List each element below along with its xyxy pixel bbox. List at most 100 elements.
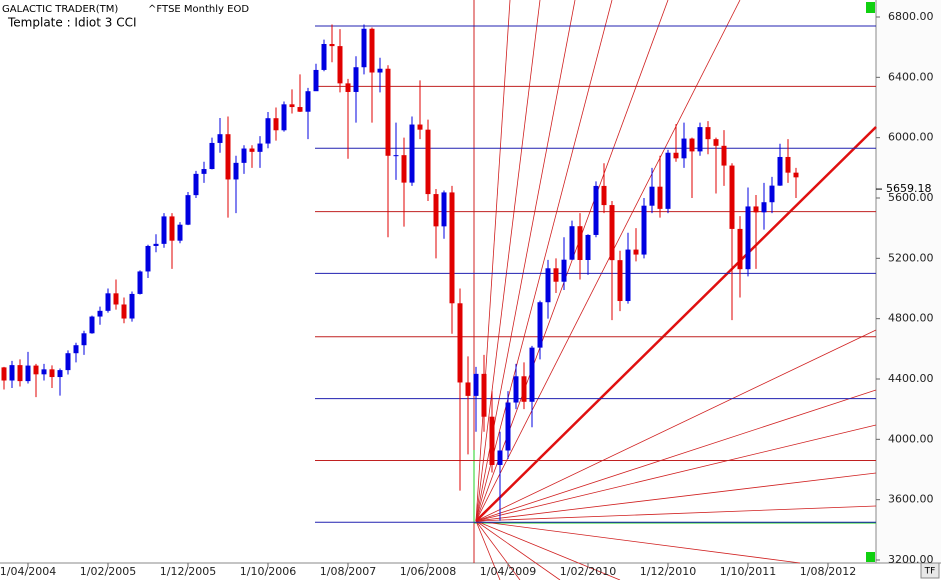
candle-body bbox=[737, 228, 743, 270]
y-tick-label: 4000.00 bbox=[888, 432, 934, 445]
candle-body bbox=[745, 206, 751, 270]
candle-body bbox=[697, 127, 703, 152]
candle-body bbox=[481, 373, 487, 417]
candle-body bbox=[265, 118, 271, 144]
candle-body bbox=[657, 186, 663, 209]
candle-body bbox=[273, 118, 279, 131]
fan-line bbox=[475, 520, 561, 580]
axis-panel bbox=[876, 0, 941, 563]
y-tick-label: 5200.00 bbox=[888, 251, 934, 264]
candle-body bbox=[353, 67, 359, 92]
candle-body bbox=[681, 138, 687, 159]
candle-body bbox=[649, 186, 655, 206]
candle-body bbox=[105, 293, 111, 311]
y-tick-label: 3600.00 bbox=[888, 493, 934, 506]
candle-body bbox=[673, 152, 679, 159]
candle-body bbox=[377, 68, 383, 73]
x-tick-label: 1/02/2005 bbox=[80, 565, 136, 578]
candle-body bbox=[89, 316, 95, 334]
candle-body bbox=[753, 206, 759, 213]
x-tick-label: 1/08/2007 bbox=[320, 565, 376, 578]
candle-body bbox=[617, 260, 623, 302]
candle-body bbox=[65, 353, 71, 371]
app-name: GALACTIC TRADER(TM) bbox=[2, 4, 118, 15]
candle-body bbox=[625, 249, 631, 302]
fan-line bbox=[475, 520, 801, 564]
candle-body bbox=[721, 145, 727, 166]
candle-body bbox=[593, 185, 599, 235]
candle-body bbox=[185, 195, 191, 225]
candle-body bbox=[417, 124, 423, 130]
candle-body bbox=[457, 303, 463, 383]
candle-body bbox=[177, 224, 183, 241]
y-tick-label: 3200.00 bbox=[888, 553, 934, 566]
corner-button[interactable] bbox=[866, 552, 875, 562]
candle-body bbox=[705, 127, 711, 140]
fan-line bbox=[475, 505, 877, 522]
candle-body bbox=[761, 202, 767, 213]
candle-body bbox=[401, 155, 407, 183]
candle-body bbox=[577, 226, 583, 260]
candle-body bbox=[297, 107, 303, 112]
candle-body bbox=[249, 148, 255, 152]
fan-line bbox=[475, 520, 621, 580]
candle-body bbox=[545, 268, 551, 303]
candle-body bbox=[369, 28, 375, 73]
candle-body bbox=[241, 148, 247, 163]
candle-body bbox=[217, 134, 223, 143]
x-tick-label: 1/10/2011 bbox=[720, 565, 776, 578]
tf-label[interactable]: TF bbox=[924, 567, 936, 577]
candle-body bbox=[305, 91, 311, 112]
candle-body bbox=[97, 310, 103, 317]
fan-line bbox=[475, 126, 877, 522]
candle-body bbox=[521, 376, 527, 402]
fan-line bbox=[475, 520, 501, 580]
candle-body bbox=[609, 205, 615, 261]
candle-body bbox=[713, 139, 719, 146]
candle-body bbox=[225, 134, 231, 180]
candle-body bbox=[385, 68, 391, 156]
y-tick-label: 6000.00 bbox=[888, 131, 934, 144]
candle-body bbox=[161, 216, 167, 244]
candle-body bbox=[633, 249, 639, 255]
candle-body bbox=[569, 226, 575, 260]
tf-button[interactable] bbox=[920, 562, 940, 579]
x-tick-label: 1/06/2008 bbox=[400, 565, 456, 578]
candle-body bbox=[505, 402, 511, 451]
fan-line bbox=[475, 520, 521, 580]
candle-body bbox=[729, 165, 735, 229]
x-tick-label: 1/04/2009 bbox=[480, 565, 536, 578]
y-tick-label: 4400.00 bbox=[888, 372, 934, 385]
candle-body bbox=[601, 185, 607, 206]
candle-body bbox=[777, 156, 783, 186]
candle-body bbox=[537, 302, 543, 348]
candle-body bbox=[425, 129, 431, 195]
candle-body bbox=[473, 373, 479, 396]
x-tick-label: 1/12/2010 bbox=[640, 565, 696, 578]
candle-body bbox=[41, 369, 47, 375]
candle-body bbox=[449, 192, 455, 304]
fan-line bbox=[475, 329, 877, 522]
candle-body bbox=[529, 347, 535, 402]
candle-body bbox=[257, 143, 263, 152]
candle-body bbox=[81, 333, 87, 346]
candle-body bbox=[201, 169, 207, 174]
fan-line bbox=[475, 472, 877, 522]
candle-body bbox=[193, 173, 199, 196]
candle-body bbox=[233, 162, 239, 180]
fan-line bbox=[475, 389, 877, 522]
corner-button[interactable] bbox=[866, 2, 875, 13]
y-tick-label: 4800.00 bbox=[888, 312, 934, 325]
candle-body bbox=[393, 155, 399, 157]
template: Template : Idiot 3 CCI bbox=[7, 16, 137, 30]
fan-line bbox=[475, 424, 877, 522]
candle-body bbox=[513, 376, 519, 403]
candle-body bbox=[209, 142, 215, 170]
x-tick-label: 1/10/2006 bbox=[240, 565, 296, 578]
candle-body bbox=[57, 370, 63, 378]
candle-body bbox=[465, 382, 471, 396]
candle-body bbox=[345, 83, 351, 92]
candle-body bbox=[289, 104, 295, 108]
candle-body bbox=[665, 152, 671, 209]
